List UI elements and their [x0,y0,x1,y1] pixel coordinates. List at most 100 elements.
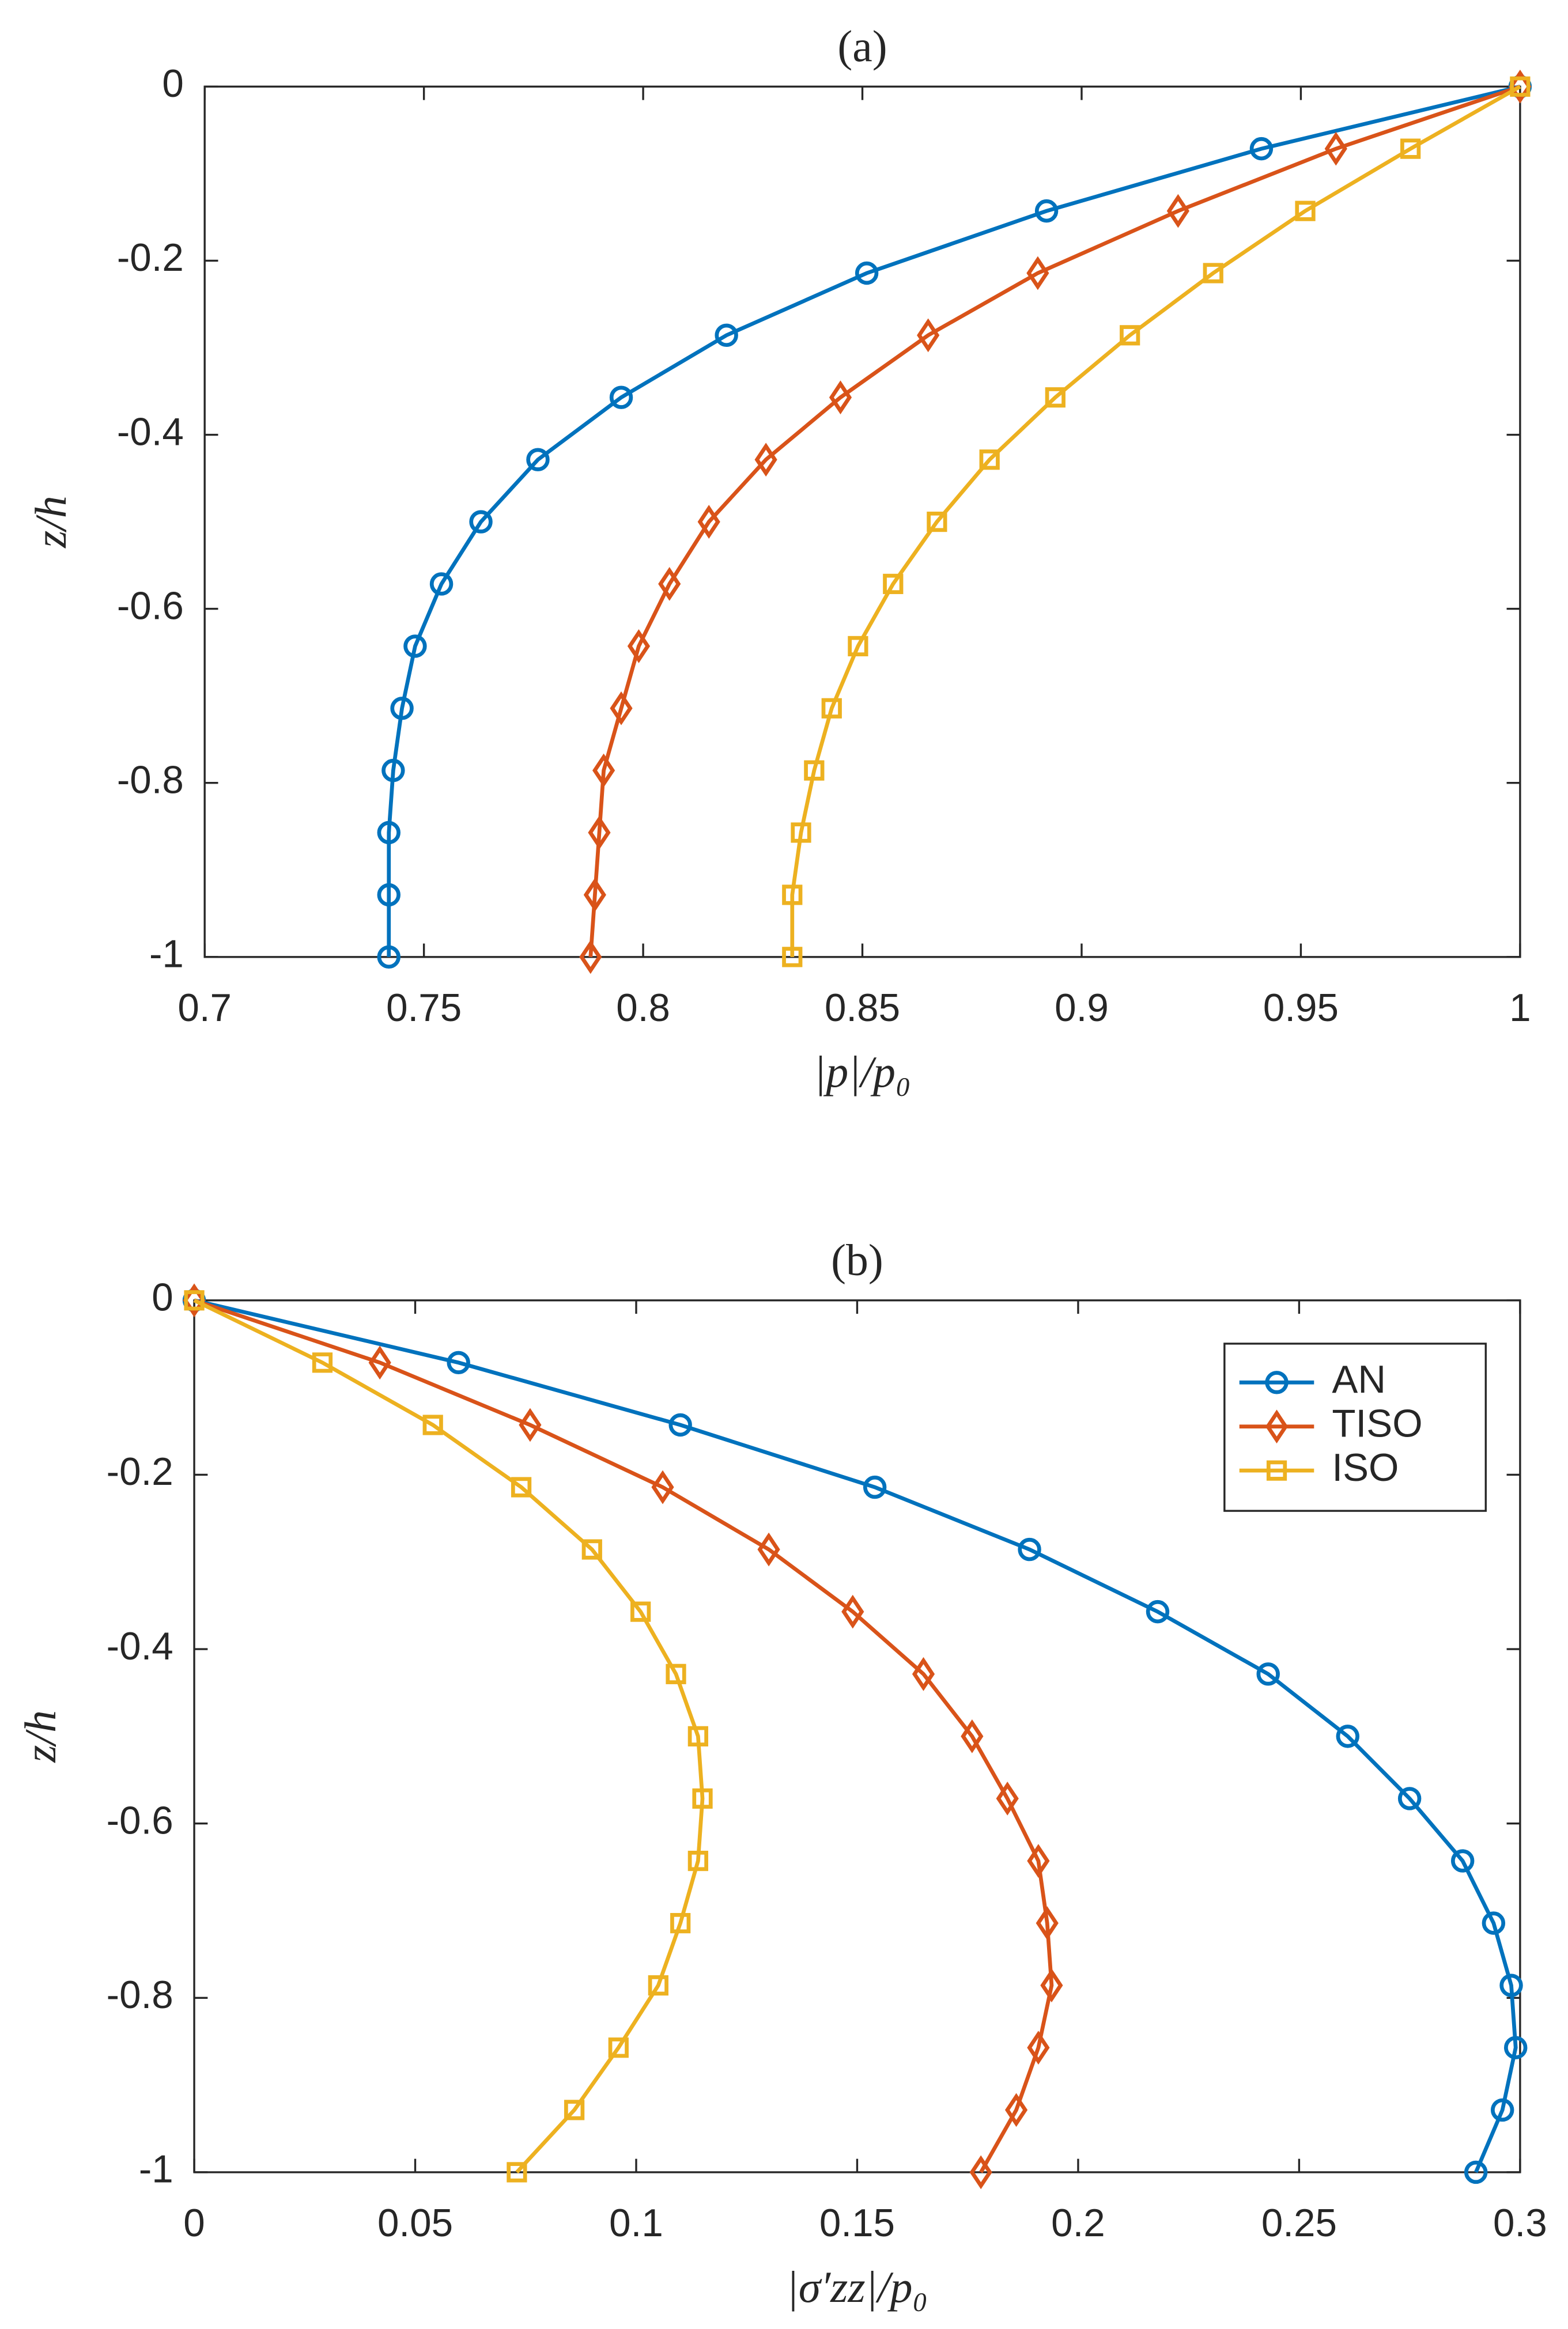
marker [1510,76,1531,97]
y-tick-label: -0.2 [117,236,184,279]
marker [1146,1600,1170,1624]
marker [791,822,811,843]
marker [1166,194,1189,228]
marker [579,940,602,974]
marker [687,1726,708,1746]
marker [507,2162,527,2183]
marker [848,636,868,657]
x-tick-label: 0.15 [819,2202,895,2245]
x-tick-label: 0.05 [377,2202,453,2245]
marker [666,1663,686,1684]
y-axis-label: z/h [26,496,75,549]
series-line [194,1298,1518,2173]
marker [1490,2098,1514,2122]
marker [609,385,633,409]
y-tick-label: -1 [139,2148,173,2191]
y-tick-label: -0.6 [117,584,184,627]
y-tick-label: -1 [149,933,184,976]
series-line [193,1298,705,2174]
y-tick-label: -0.8 [107,1973,173,2017]
x-tick-label: 0.2 [1051,2202,1105,2245]
marker [658,567,681,601]
y-axis-label: z/h [16,1710,65,1763]
x-tick-label: 0.25 [1261,2202,1337,2245]
x-tick-label: 1 [1509,986,1531,1030]
marker [648,1975,668,1996]
marker [1027,2031,1050,2065]
legend-marker [1265,1371,1289,1394]
plot-area [203,85,1521,958]
marker [883,573,904,595]
marker [1400,138,1421,159]
marker [511,1477,532,1498]
marker [1249,137,1274,161]
x-tick-label: 0.95 [1263,986,1339,1030]
marker [863,1475,887,1499]
marker [821,698,842,719]
marker [1450,1849,1475,1873]
marker [855,261,879,285]
marker [592,753,615,788]
marker [715,323,738,347]
y-tick-label: -0.6 [107,1799,173,1842]
marker [697,505,720,539]
marker [377,883,400,907]
x-tick-label: 0 [183,2202,205,2245]
marker [469,510,493,534]
marker [692,1788,713,1809]
marker [630,1601,651,1622]
marker [1040,1968,1063,2003]
marker [1026,256,1049,290]
x-axis-label: |p|/p₀ [814,1047,911,1097]
marker [1482,1911,1506,1935]
legend-label: TISO [1332,1402,1422,1446]
marker [610,691,633,725]
marker [1499,1973,1523,1997]
x-tick-label: 0.1 [609,2202,663,2245]
chart-title: (b) [831,1235,883,1284]
marker [1045,387,1066,408]
series-line [790,85,1521,957]
marker [1203,263,1223,283]
y-tick-label: -0.4 [107,1625,173,1668]
marker [429,572,454,596]
marker [917,318,940,353]
marker [757,1532,780,1567]
legend-marker [1265,1409,1289,1444]
marker [183,1283,206,1318]
marker [581,1539,602,1560]
series-line [588,85,1521,958]
marker [1120,325,1140,346]
y-tick-label: -0.8 [117,759,184,802]
chart-title: (a) [837,21,887,71]
legend-label: ISO [1332,1446,1399,1489]
marker [687,1850,708,1871]
y-tick-label: 0 [152,1276,173,1319]
marker [1503,2036,1528,2059]
marker [390,697,414,720]
marker [312,1352,333,1373]
marker [588,815,611,850]
marker [782,947,803,967]
marker [670,1913,691,1934]
x-tick-label: 0.3 [1493,2202,1547,2245]
marker [1397,1787,1422,1810]
y-tick-label: -0.2 [107,1450,173,1494]
marker [1036,1906,1059,1941]
x-tick-label: 0.85 [825,986,900,1030]
marker [651,1470,674,1504]
marker [381,758,405,782]
marker [447,1351,470,1375]
marker [1004,2093,1028,2127]
x-tick-label: 0.8 [616,986,670,1030]
y-tick-label: -0.4 [117,410,184,453]
marker [969,2155,992,2190]
marker [1336,1725,1359,1748]
x-axis-label: |σ′zz|/p₀ [786,2262,928,2312]
marker [829,380,852,415]
marker [804,760,825,781]
marker [754,443,777,477]
marker [627,629,651,663]
marker [979,449,1000,470]
